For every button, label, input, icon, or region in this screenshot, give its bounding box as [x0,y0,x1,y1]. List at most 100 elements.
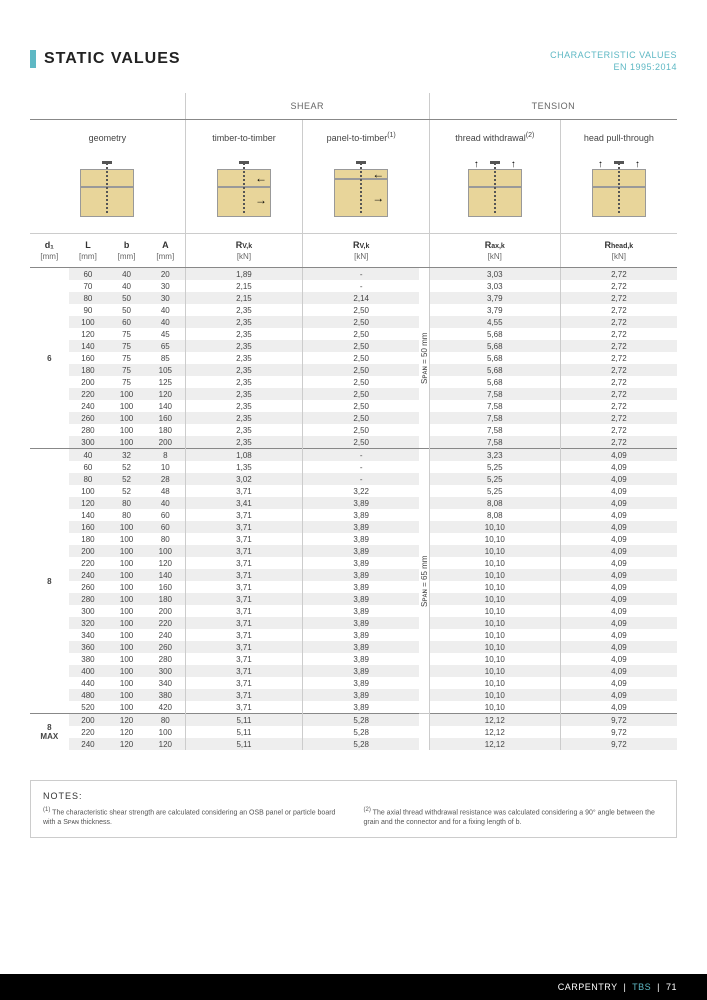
cell-rhead: 9,72 [560,738,677,750]
cell-rax: 10,10 [429,557,560,569]
cell-rvk1: 3,71 [185,569,302,581]
cell-rvk1: 2,35 [185,412,302,424]
colhead-row: d₁ L b A RV,k RV,k Rax,k Rhead,k [30,234,677,253]
cell-rvk1: 3,71 [185,629,302,641]
cell-rax: 10,10 [429,665,560,677]
cell-rhead: 2,72 [560,412,677,424]
cell-L: 160 [69,352,108,364]
table-row: 3001002002,352,507,582,72 [30,436,677,449]
cell-rhead: 4,09 [560,581,677,593]
table-row: 8052283,02-5,254,09 [30,473,677,485]
cell-rvk1: 2,35 [185,352,302,364]
cell-rvk1: 3,71 [185,605,302,617]
cell-L: 400 [69,665,108,677]
table-row: 2601001602,352,507,582,72 [30,412,677,424]
table-row: 6052101,35-5,254,09 [30,461,677,473]
cell-rvk1: 3,71 [185,689,302,701]
cell-A: 220 [146,617,185,629]
cell-rhead: 2,72 [560,388,677,400]
cell-rvk2: 2,50 [303,436,420,449]
cell-rax: 5,68 [429,376,560,388]
cell-rax: 5,68 [429,340,560,352]
cell-rhead: 4,09 [560,617,677,629]
cell-rvk1: 3,71 [185,701,302,714]
cell-A: 60 [146,521,185,533]
geometry-diagram-icon [72,161,142,221]
cell-rax: 10,10 [429,533,560,545]
cell-rvk2: 3,89 [303,509,420,521]
cell-rvk1: 3,71 [185,665,302,677]
cell-rhead: 4,09 [560,677,677,689]
cell-rhead: 4,09 [560,557,677,569]
cell-L: 200 [69,376,108,388]
cell-rhead: 9,72 [560,726,677,738]
cell-b: 100 [107,436,146,449]
cell-rhead: 2,72 [560,364,677,376]
cell-rvk1: 2,35 [185,316,302,328]
cell-L: 120 [69,328,108,340]
cell-rhead: 4,09 [560,605,677,617]
cell-rax: 7,58 [429,436,560,449]
cell-rvk1: 2,35 [185,400,302,412]
cell-rhead: 2,72 [560,424,677,436]
cell-rhead: 4,09 [560,545,677,557]
cell-b: 75 [107,340,146,352]
cell-rax: 3,79 [429,304,560,316]
table-row: 14080603,713,898,084,09 [30,509,677,521]
cell-A: 420 [146,701,185,714]
cell-A: 60 [146,509,185,521]
cell-L: 160 [69,521,108,533]
cell-rvk2: 3,89 [303,617,420,629]
table-row: 14075652,352,505,682,72 [30,340,677,352]
accent-bar-icon [30,50,36,68]
cell-rvk1: 2,35 [185,376,302,388]
header-tension: TENSION [429,93,677,120]
cell-A: 65 [146,340,185,352]
cell-A: 280 [146,653,185,665]
cell-rvk2: 3,89 [303,701,420,714]
cell-rvk2: 5,28 [303,738,420,750]
cell-A: 240 [146,629,185,641]
table-row: 2801001802,352,507,582,72 [30,424,677,436]
cell-A: 340 [146,677,185,689]
cell-rax: 8,08 [429,497,560,509]
cell-rvk2: 3,89 [303,569,420,581]
header-thread-sup: (2) [526,132,535,139]
cell-rax: 5,68 [429,328,560,340]
cell-rvk1: 2,35 [185,424,302,436]
cell-rvk2: - [303,268,420,281]
cell-rhead: 2,72 [560,340,677,352]
cell-L: 70 [69,280,108,292]
cell-b: 100 [107,412,146,424]
cell-L: 240 [69,569,108,581]
cell-rvk2: 2,50 [303,400,420,412]
cell-rhead: 2,72 [560,400,677,412]
cell-b: 100 [107,581,146,593]
cell-rax: 12,12 [429,714,560,727]
cell-L: 260 [69,581,108,593]
cell-L: 380 [69,653,108,665]
footer-page: 71 [666,982,677,992]
note-1-text: The characteristic shear strength are ca… [43,810,335,826]
cell-b: 100 [107,424,146,436]
table-row: 16075852,352,505,682,72 [30,352,677,364]
cell-L: 240 [69,400,108,412]
notes-box: NOTES: (1) The characteristic shear stre… [30,780,677,838]
cell-b: 100 [107,605,146,617]
cell-L: 140 [69,509,108,521]
cell-L: 100 [69,485,108,497]
cell-rhead: 4,09 [560,665,677,677]
cell-rvk1: 1,35 [185,461,302,473]
cell-rax: 3,79 [429,292,560,304]
table-row: 180751052,352,505,682,72 [30,364,677,376]
cell-rvk1: 5,11 [185,726,302,738]
cell-rvk1: 3,71 [185,485,302,497]
table-row: 4001003003,713,8910,104,09 [30,665,677,677]
diagram-row: ←→ ←→ ↑↑ [30,151,677,234]
cell-b: 80 [107,509,146,521]
cell-b: 52 [107,485,146,497]
cell-rvk2: 3,22 [303,485,420,497]
cell-L: 280 [69,593,108,605]
cell-rax: 10,10 [429,617,560,629]
cell-rax: 10,10 [429,641,560,653]
